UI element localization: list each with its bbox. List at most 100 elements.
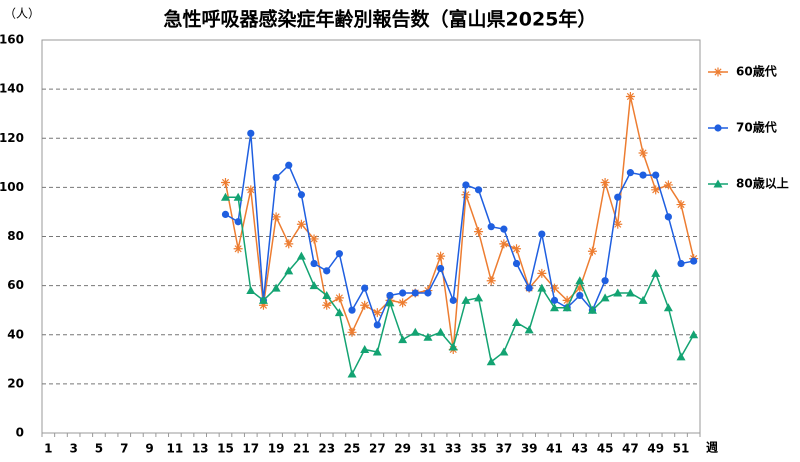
x-tick-label: 19 — [268, 442, 285, 456]
point — [714, 124, 722, 132]
x-tick-label: 11 — [167, 442, 184, 456]
point — [424, 289, 432, 297]
x-tick-label: 25 — [344, 442, 361, 456]
chart-title: 急性呼吸器感染症年齢別報告数（富山県2025年） — [164, 8, 597, 31]
point — [436, 327, 446, 336]
x-tick-label: 47 — [622, 442, 639, 456]
point — [361, 284, 369, 292]
point — [625, 91, 635, 101]
point — [525, 284, 533, 292]
point — [499, 347, 509, 356]
x-tick-label: 1 — [44, 442, 52, 456]
point — [335, 250, 343, 258]
point — [220, 177, 230, 187]
point — [322, 290, 332, 299]
point — [233, 192, 243, 201]
x-tick-label: 13 — [192, 442, 209, 456]
point — [309, 281, 319, 290]
point — [512, 259, 521, 268]
point — [258, 300, 268, 310]
point — [663, 303, 673, 312]
x-tick-label: 23 — [318, 442, 335, 456]
point — [372, 308, 382, 318]
x-tick-label: 51 — [673, 442, 690, 456]
x-tick-label: 15 — [217, 442, 234, 456]
point — [461, 190, 471, 200]
point — [271, 283, 281, 292]
x-tick-label: 29 — [394, 442, 411, 456]
point — [550, 296, 559, 304]
point — [474, 186, 483, 194]
y-tick-label: 100 — [0, 180, 24, 194]
point — [297, 191, 306, 199]
point — [486, 276, 496, 286]
y-tick-label: 20 — [7, 376, 24, 390]
x-tick-label: 39 — [521, 442, 538, 456]
point — [322, 300, 332, 310]
point — [398, 298, 408, 308]
point — [486, 357, 496, 366]
point — [296, 251, 306, 260]
point — [474, 293, 484, 302]
point — [500, 225, 508, 233]
point — [221, 210, 230, 218]
point — [272, 173, 280, 182]
point — [549, 303, 559, 312]
point — [474, 227, 484, 237]
x-tick-label: 43 — [571, 442, 588, 456]
point — [537, 268, 547, 278]
point — [284, 266, 294, 275]
point — [651, 185, 661, 195]
x-tick-label: 17 — [242, 442, 259, 456]
point — [690, 257, 698, 265]
point — [385, 298, 395, 307]
point — [639, 171, 647, 179]
x-tick-label: 35 — [470, 442, 487, 456]
point — [436, 251, 446, 261]
point — [562, 295, 572, 305]
point — [334, 293, 344, 303]
point — [663, 180, 673, 190]
y-tick-label: 40 — [7, 327, 24, 341]
point — [677, 259, 685, 268]
point — [601, 277, 609, 285]
y-tick-label: 60 — [7, 278, 24, 292]
point — [334, 308, 344, 317]
point — [423, 332, 433, 341]
point — [512, 244, 522, 254]
point — [373, 321, 381, 329]
point — [360, 344, 370, 353]
x-tick-label: 45 — [597, 442, 614, 456]
point — [614, 193, 622, 201]
point — [462, 181, 470, 189]
point — [461, 295, 471, 304]
y-axis-label: （人） — [4, 7, 40, 21]
point — [436, 264, 445, 273]
point — [284, 239, 294, 249]
point — [600, 293, 610, 302]
series-line — [225, 133, 694, 328]
x-tick-label: 5 — [95, 442, 103, 456]
point — [512, 317, 522, 326]
point — [587, 305, 597, 314]
point — [713, 67, 723, 77]
y-tick-label: 140 — [0, 82, 24, 96]
legend-label: 80歳以上 — [736, 176, 789, 191]
point — [651, 268, 661, 277]
x-tick-label: 41 — [546, 442, 563, 456]
point — [347, 327, 357, 337]
point — [676, 200, 686, 210]
x-tick-label: 3 — [69, 442, 77, 456]
y-tick-label: 80 — [7, 229, 24, 243]
point — [538, 230, 546, 238]
x-tick-label: 9 — [145, 442, 153, 456]
point — [296, 219, 306, 229]
point — [713, 179, 723, 188]
point — [246, 185, 256, 195]
point — [537, 283, 547, 292]
point — [411, 289, 419, 297]
point — [638, 148, 648, 158]
x-tick-label: 33 — [445, 442, 462, 456]
point — [398, 335, 408, 344]
